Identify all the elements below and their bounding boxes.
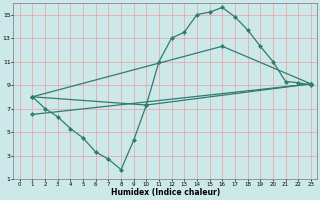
X-axis label: Humidex (Indice chaleur): Humidex (Indice chaleur)	[111, 188, 220, 197]
